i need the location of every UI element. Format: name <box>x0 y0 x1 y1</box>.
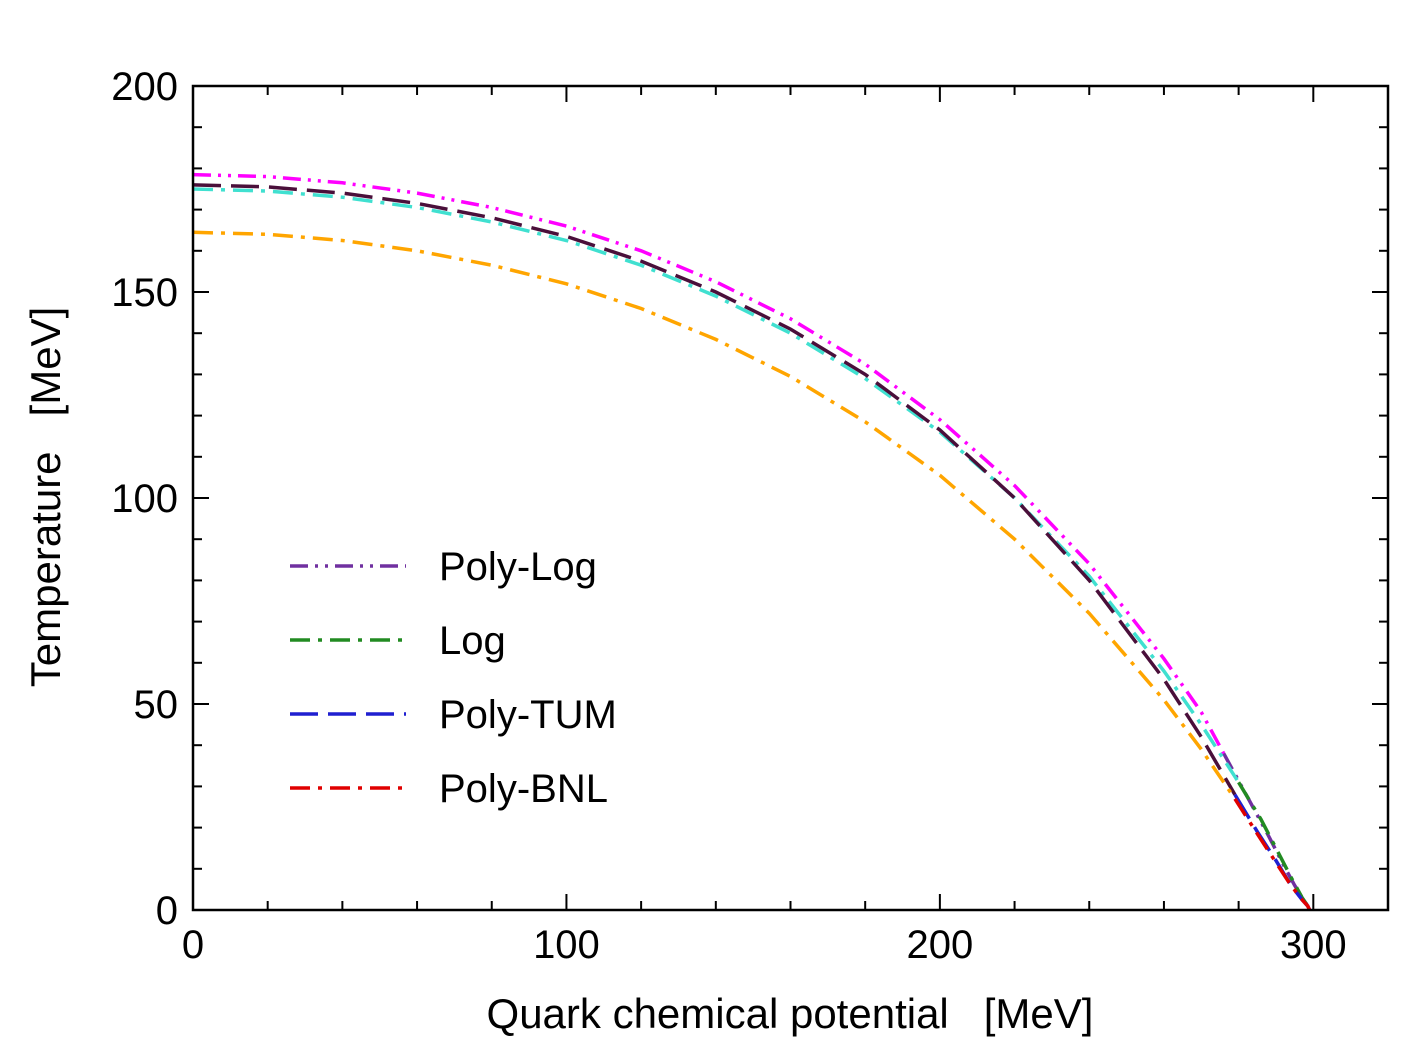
legend-label-poly-bnl: Poly-BNL <box>439 767 608 811</box>
x-tick-label: 200 <box>907 923 974 967</box>
series-line-poly-bnl-main <box>192 230 1237 800</box>
series-line-log-end <box>1237 781 1312 911</box>
x-tick-label: 300 <box>1280 923 1347 967</box>
tick-marks <box>192 85 1389 911</box>
curves-layer <box>192 172 1312 911</box>
legend: Poly-Log Log Poly-TUM Poly-BNL <box>290 545 617 811</box>
legend-label-poly-log: Poly-Log <box>439 545 597 589</box>
y-axis-label: Temperature [MeV] <box>22 307 69 687</box>
y-tick-label: 50 <box>134 683 179 727</box>
x-axis-label: Quark chemical potential [MeV] <box>487 990 1094 1037</box>
legend-label-poly-tum: Poly-TUM <box>439 693 617 737</box>
x-tick-label: 0 <box>182 923 204 967</box>
legend-label-log: Log <box>439 619 506 663</box>
y-tick-label: 100 <box>111 477 178 521</box>
series-line-poly-bnl-end <box>1233 797 1312 911</box>
x-tick-label: 100 <box>533 923 600 967</box>
y-tick-label: 0 <box>156 889 178 933</box>
y-tick-label: 150 <box>111 271 178 315</box>
series-line-poly-tum-end <box>1233 793 1312 911</box>
series-line-poly-log-main <box>192 172 1226 755</box>
y-tick-label: 200 <box>111 65 178 109</box>
series-line-log-main <box>192 187 1241 784</box>
series-line-poly-tum-main <box>192 183 1237 796</box>
tick-labels: 0 100 200 300 0 50 100 150 200 <box>111 65 1346 967</box>
